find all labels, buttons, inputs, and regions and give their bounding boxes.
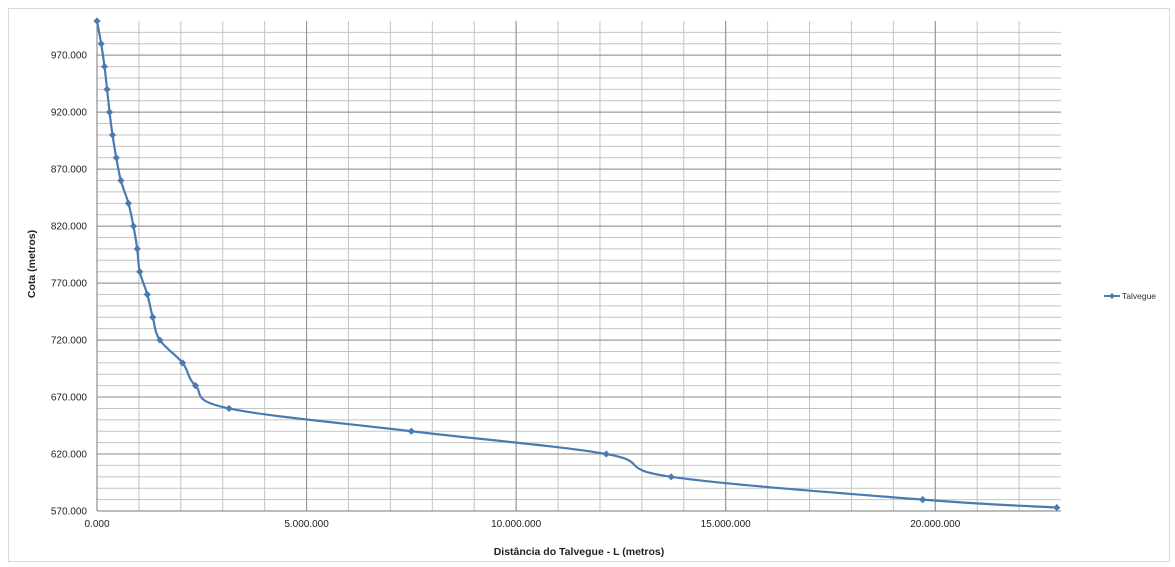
data-point-marker: [407, 427, 415, 435]
data-point-marker: [129, 222, 138, 230]
data-point-marker: [919, 496, 927, 504]
x-tick-labels: 0.000 5.000.000 10.000.000 15.000.000 20.000…: [84, 519, 960, 530]
x-tick-label: 15.000.000: [701, 519, 751, 530]
data-point-marker: [178, 359, 187, 367]
data-point-marker: [100, 62, 109, 71]
legend-label: Talvegue: [1122, 291, 1156, 301]
data-point-marker: [117, 176, 125, 185]
chart-frame: 0.000 5.000.000 10.000.000 15.000.000 20.000…: [8, 8, 1170, 562]
y-tick-label: 670.000: [51, 393, 88, 404]
line-chart: 0.000 5.000.000 10.000.000 15.000.000 20.000…: [26, 17, 1156, 558]
y-tick-label: 870.000: [51, 165, 88, 176]
x-tick-label: 5.000.000: [284, 519, 329, 530]
x-axis-title: Distância do Talvegue - L (metros): [494, 546, 665, 558]
data-point-marker: [124, 199, 133, 207]
y-tick-label: 820.000: [51, 222, 88, 233]
y-tick-label: 970.000: [51, 51, 88, 62]
data-point-marker: [225, 404, 233, 413]
x-tick-label: 20.000.000: [910, 519, 960, 530]
data-point-marker: [191, 382, 200, 390]
data-point-marker: [136, 268, 144, 276]
data-point-marker: [149, 313, 157, 321]
data-point-marker: [112, 154, 120, 162]
series-group: [93, 17, 1061, 512]
data-point-marker: [93, 17, 101, 25]
data-point-marker: [143, 290, 151, 299]
data-point-marker: [97, 40, 105, 48]
data-point-marker: [108, 131, 117, 139]
y-tick-label: 720.000: [51, 336, 88, 347]
data-point-marker: [667, 473, 675, 481]
data-point-marker: [602, 450, 610, 458]
y-axis-title: Cota (metros): [26, 230, 38, 298]
data-point-marker: [156, 336, 164, 344]
axes: [96, 21, 1061, 512]
legend: Talvegue: [1104, 291, 1156, 301]
legend-marker-swatch: [1109, 293, 1115, 299]
data-point-marker: [105, 108, 114, 116]
y-tick-label: 770.000: [51, 279, 88, 290]
data-point-marker: [103, 85, 111, 93]
grid: [97, 21, 1061, 511]
x-tick-label: 10.000.000: [491, 519, 541, 530]
series-line-talvegue: [95, 20, 1057, 509]
data-point-marker: [133, 245, 141, 253]
y-tick-label: 570.000: [51, 507, 88, 518]
data-point-marker: [1053, 503, 1061, 512]
y-tick-label: 920.000: [51, 108, 88, 119]
y-tick-label: 620.000: [51, 450, 88, 461]
y-tick-labels: 570.000 620.000 670.000 720.000 770.000 820.0…: [51, 51, 88, 518]
x-tick-label: 0.000: [84, 519, 109, 530]
